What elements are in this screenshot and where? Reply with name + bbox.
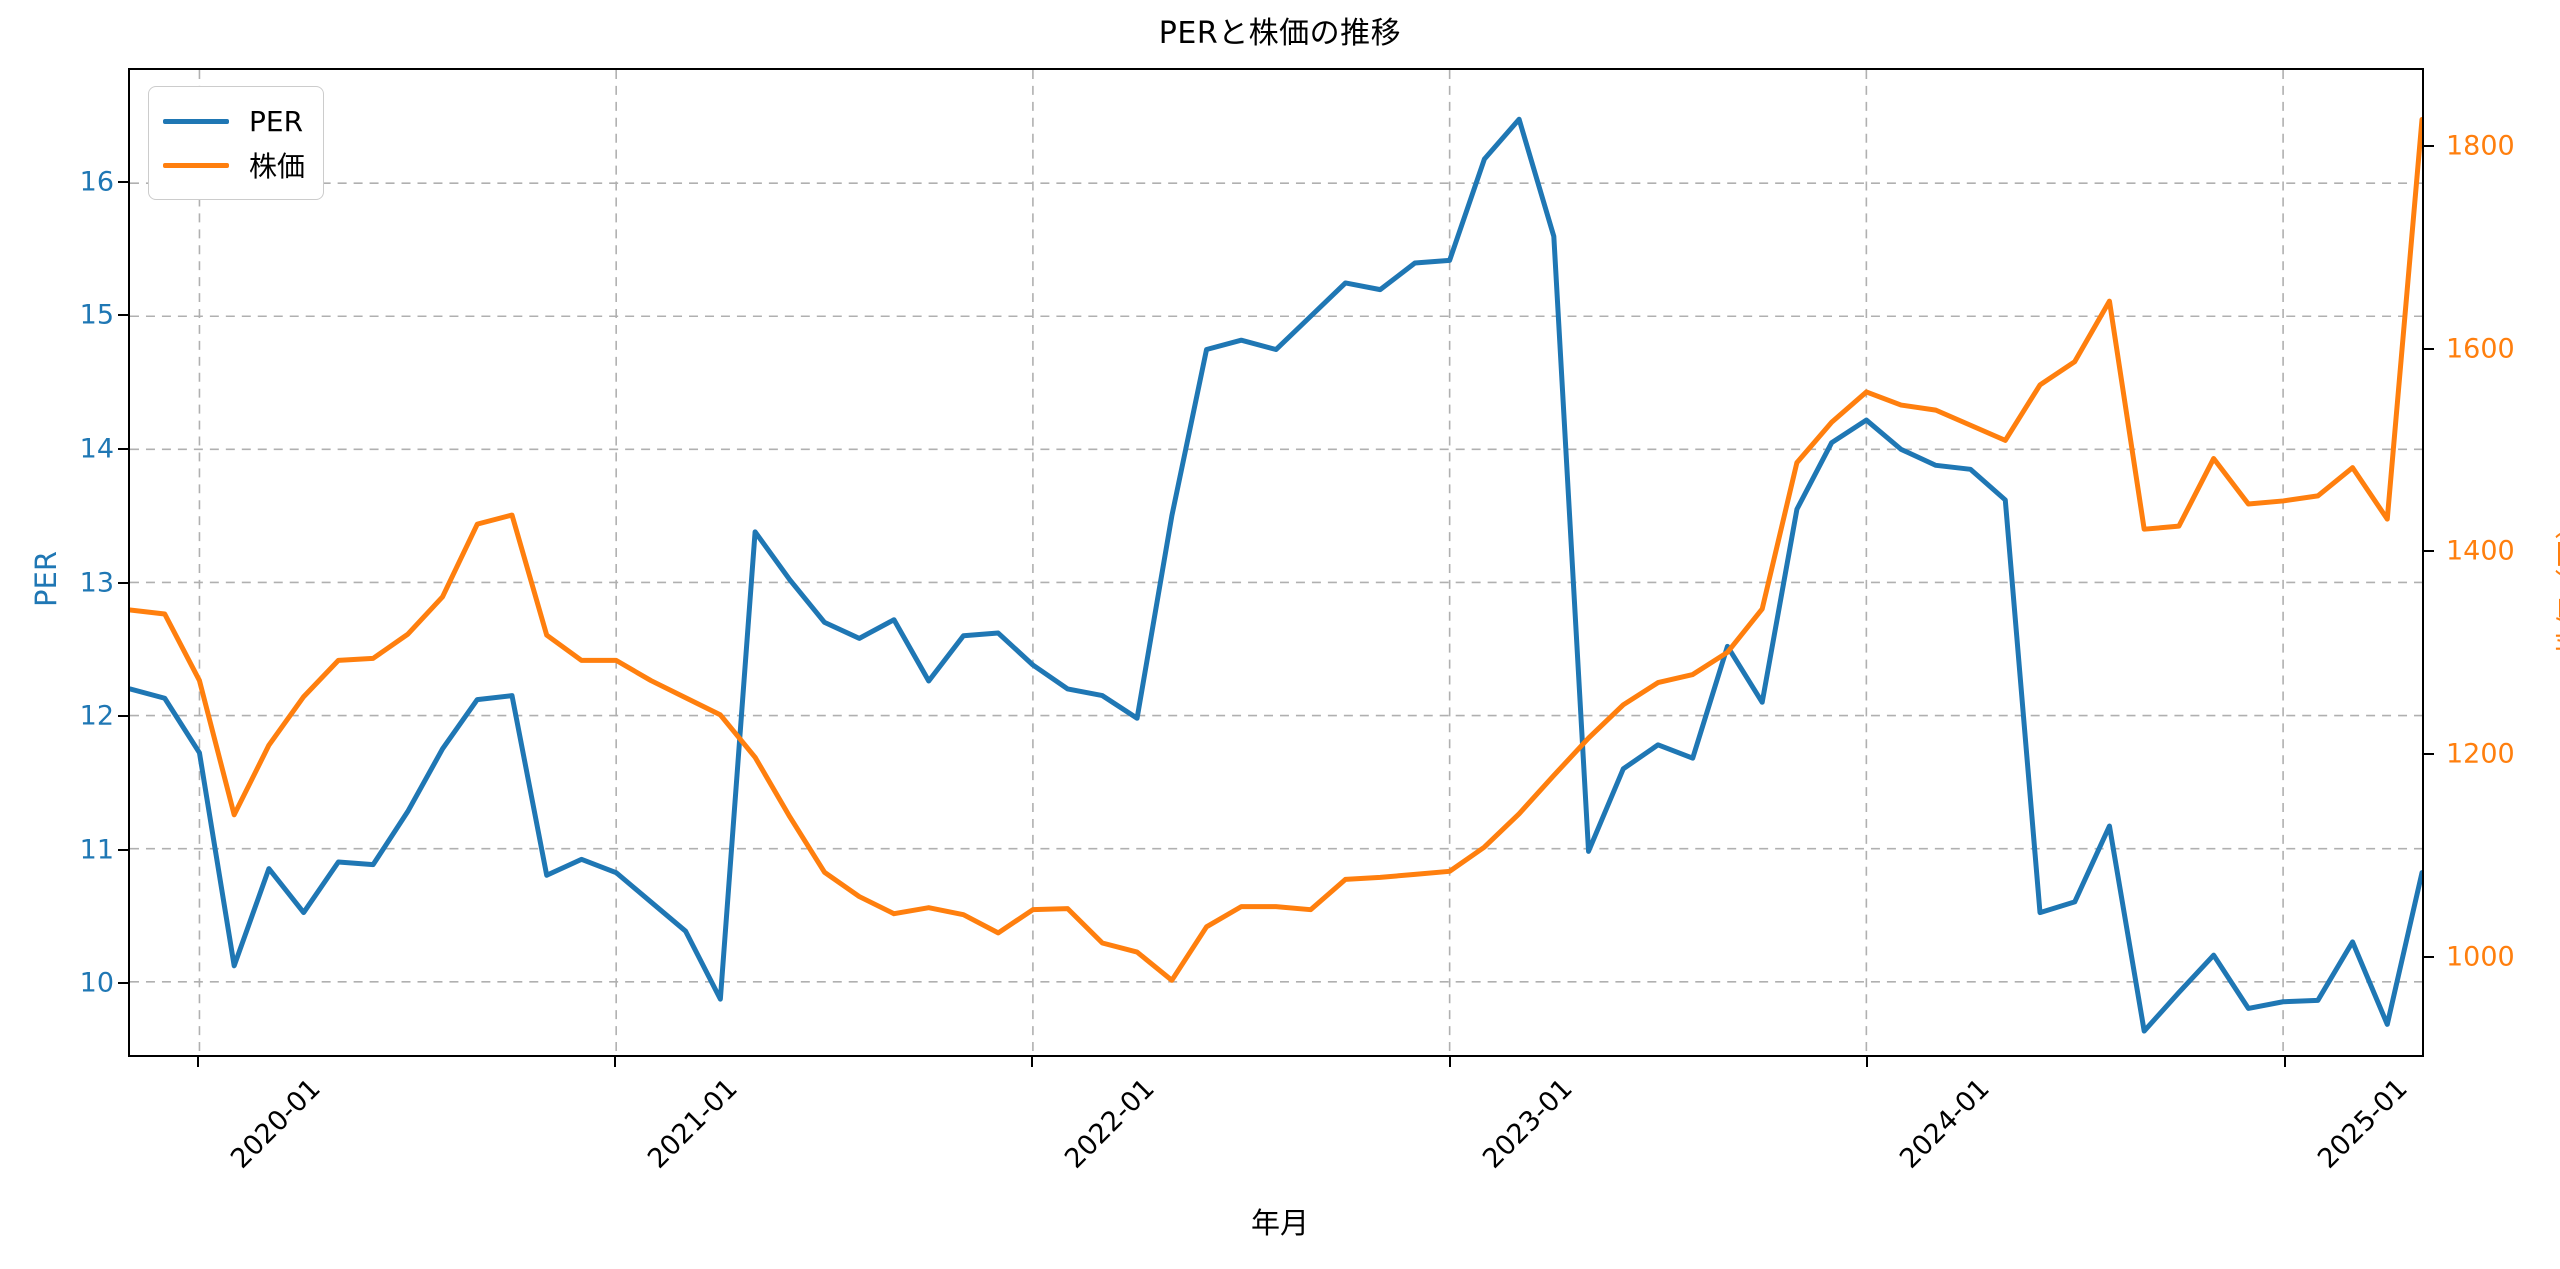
x-tick-2020-01: 2020-01	[224, 1073, 327, 1175]
x-tickmark	[1866, 1057, 1869, 1067]
legend-item-kabuka: 株価	[163, 143, 305, 187]
x-tickmark	[196, 1057, 199, 1067]
legend-label-per: PER	[249, 104, 304, 138]
y-tick-left-11: 11	[79, 834, 114, 866]
y-tickmark-left	[118, 982, 128, 985]
x-tick-2023-01: 2023-01	[1476, 1073, 1579, 1175]
legend-swatch-kabuka	[163, 162, 229, 168]
gridlines	[130, 70, 2422, 1055]
legend-label-kabuka: 株価	[249, 150, 306, 183]
x-tickmark	[614, 1057, 617, 1067]
x-tick-2024-01: 2024-01	[1894, 1073, 1997, 1175]
y-tick-right-1400: 1400	[2446, 535, 2515, 567]
y-axis-right-label: 株価（円）	[2553, 510, 2560, 656]
chart-title: PERと株価の推移	[1158, 16, 1402, 51]
y-tick-right-1200: 1200	[2446, 738, 2515, 770]
x-tickmark	[1448, 1057, 1451, 1067]
y-axis-left-label: PER	[28, 551, 63, 607]
y-tickmark-right	[2424, 753, 2434, 756]
x-axis-label: 年月	[1250, 1206, 1309, 1240]
chart-legend: PER 株価	[148, 86, 325, 200]
y-tick-left-10: 10	[79, 967, 114, 999]
y-tickmark-left	[118, 715, 128, 718]
x-tick-2025-01: 2025-01	[2311, 1073, 2414, 1175]
y-tick-right-1800: 1800	[2446, 130, 2515, 162]
y-tickmark-left	[118, 581, 128, 584]
legend-item-per: PER	[163, 99, 305, 143]
y-tick-left-16: 16	[79, 166, 114, 198]
y-tick-left-15: 15	[79, 299, 114, 331]
y-tick-right-1600: 1600	[2446, 333, 2515, 365]
y-tickmark-right	[2424, 347, 2434, 350]
y-tickmark-right	[2424, 550, 2434, 553]
y-tickmark-left	[118, 180, 128, 183]
y-tickmark-left	[118, 314, 128, 317]
x-tickmark	[1031, 1057, 1034, 1067]
y-tickmark-left	[118, 848, 128, 851]
y-tick-right-1000: 1000	[2446, 941, 2515, 973]
x-tick-2021-01: 2021-01	[642, 1073, 744, 1175]
y-tickmark-right	[2424, 955, 2434, 958]
y-tick-left-12: 12	[79, 700, 114, 732]
y-tick-left-14: 14	[79, 433, 114, 465]
x-tick-2022-01: 2022-01	[1059, 1073, 1162, 1175]
plot-area: PER 株価	[128, 68, 2424, 1057]
y-tickmark-left	[118, 447, 128, 450]
y-tickmark-right	[2424, 145, 2434, 148]
y-tick-left-13: 13	[79, 567, 114, 599]
data-lines	[130, 116, 2422, 1034]
legend-swatch-per	[163, 118, 229, 124]
x-tickmark	[2283, 1057, 2286, 1067]
